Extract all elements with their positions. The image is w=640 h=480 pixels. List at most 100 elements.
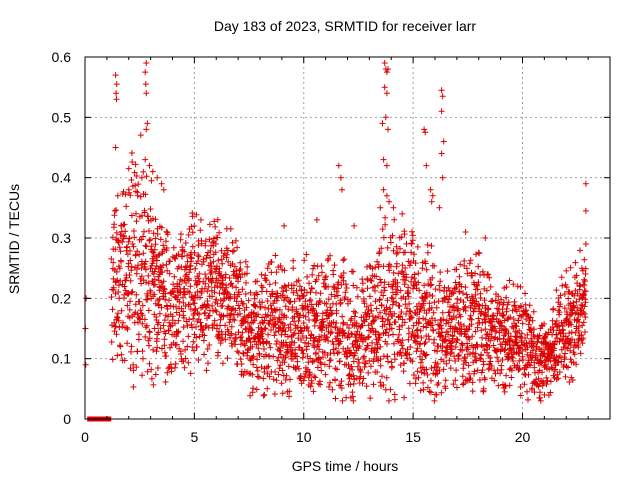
data-point <box>431 397 438 404</box>
data-point <box>324 334 331 341</box>
data-point <box>326 357 333 364</box>
data-point <box>310 388 317 395</box>
data-point <box>229 248 236 255</box>
data-point <box>167 302 174 309</box>
data-point <box>139 312 146 319</box>
data-point <box>261 346 267 352</box>
data-point <box>485 271 492 278</box>
data-point <box>359 287 365 294</box>
data-point <box>164 369 171 376</box>
data-point <box>482 319 489 326</box>
data-point <box>231 247 237 254</box>
data-point <box>211 321 217 328</box>
data-point <box>141 263 148 270</box>
data-point <box>211 218 218 225</box>
data-point <box>139 302 146 309</box>
data-point <box>172 364 178 371</box>
data-point <box>313 276 320 283</box>
data-point <box>138 265 145 272</box>
data-point <box>393 260 400 267</box>
data-point <box>145 280 152 287</box>
data-point <box>125 165 132 172</box>
data-point <box>238 361 245 367</box>
data-point <box>319 310 326 317</box>
data-point <box>469 333 476 340</box>
data-point <box>142 69 149 76</box>
data-point <box>229 306 235 312</box>
data-point <box>130 361 137 368</box>
data-point <box>213 296 220 303</box>
data-point <box>304 324 311 330</box>
data-point <box>224 355 231 362</box>
data-point <box>273 297 280 304</box>
data-point <box>246 335 253 342</box>
data-point <box>164 305 171 312</box>
data-point <box>461 304 468 311</box>
data-point <box>207 254 214 261</box>
data-point <box>194 288 201 295</box>
data-point <box>379 318 386 325</box>
data-point <box>369 265 376 272</box>
data-point <box>380 382 387 388</box>
data-point <box>350 397 357 404</box>
data-point <box>113 331 120 338</box>
data-point <box>375 313 382 320</box>
data-point <box>313 349 319 356</box>
data-point <box>327 330 334 337</box>
data-point <box>266 340 273 347</box>
data-point <box>376 296 383 303</box>
data-point <box>156 296 163 302</box>
data-point <box>383 192 390 199</box>
data-point <box>338 273 344 279</box>
data-point <box>400 368 407 375</box>
data-point <box>120 232 127 239</box>
data-point <box>259 299 266 306</box>
data-point <box>169 288 176 295</box>
data-point <box>128 150 135 156</box>
data-point <box>220 313 227 320</box>
data-point <box>582 207 589 214</box>
data-point <box>281 222 288 229</box>
data-point <box>378 245 385 252</box>
data-point <box>406 262 413 269</box>
data-point <box>153 348 160 355</box>
data-point <box>325 296 332 303</box>
data-point <box>175 251 182 258</box>
data-point <box>426 291 433 298</box>
data-point <box>220 281 227 288</box>
data-point <box>562 373 569 380</box>
data-point <box>329 386 336 393</box>
data-point <box>115 289 122 295</box>
data-point <box>397 287 404 294</box>
data-point <box>257 303 264 310</box>
data-point <box>408 314 415 321</box>
data-point <box>200 258 207 265</box>
data-point <box>119 238 126 245</box>
data-point <box>154 344 161 351</box>
data-point <box>218 337 224 344</box>
data-point <box>387 386 394 393</box>
data-point <box>162 290 169 297</box>
data-point <box>383 304 390 311</box>
data-point <box>276 306 283 313</box>
data-point <box>399 337 406 344</box>
data-point <box>188 321 195 328</box>
data-point <box>262 325 269 332</box>
data-point <box>154 174 161 181</box>
data-point <box>271 391 278 397</box>
data-point <box>405 330 412 337</box>
data-point <box>386 267 393 274</box>
data-point <box>394 249 401 256</box>
data-point <box>158 224 165 231</box>
data-point <box>401 360 408 367</box>
data-point <box>389 363 396 370</box>
data-point <box>411 271 418 278</box>
data-point <box>429 293 436 299</box>
data-point <box>393 250 400 257</box>
data-point <box>134 192 141 199</box>
data-point <box>189 229 196 236</box>
data-point <box>340 257 347 264</box>
data-point <box>354 293 361 300</box>
x-tick-label: 0 <box>81 429 89 445</box>
